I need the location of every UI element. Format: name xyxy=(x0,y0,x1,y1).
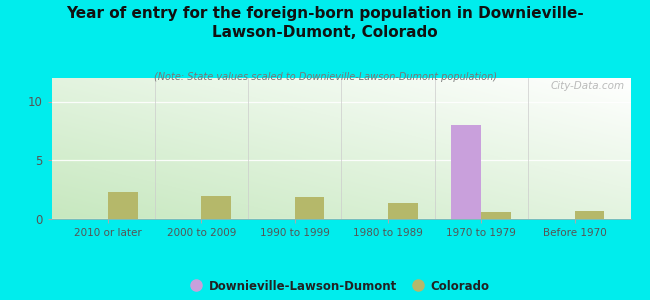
Bar xyxy=(388,202,418,219)
Bar xyxy=(575,211,604,219)
Bar xyxy=(294,197,324,219)
Text: City-Data.com: City-Data.com xyxy=(551,81,625,91)
Bar xyxy=(202,196,231,219)
Bar xyxy=(481,212,511,219)
Text: Year of entry for the foreign-born population in Downieville-
Lawson-Dumont, Col: Year of entry for the foreign-born popul… xyxy=(66,6,584,40)
Legend: Downieville-Lawson-Dumont, Colorado: Downieville-Lawson-Dumont, Colorado xyxy=(188,275,494,298)
Text: (Note: State values scaled to Downieville-Lawson-Dumont population): (Note: State values scaled to Downievill… xyxy=(153,72,497,82)
Bar xyxy=(108,192,138,219)
Bar xyxy=(451,125,481,219)
